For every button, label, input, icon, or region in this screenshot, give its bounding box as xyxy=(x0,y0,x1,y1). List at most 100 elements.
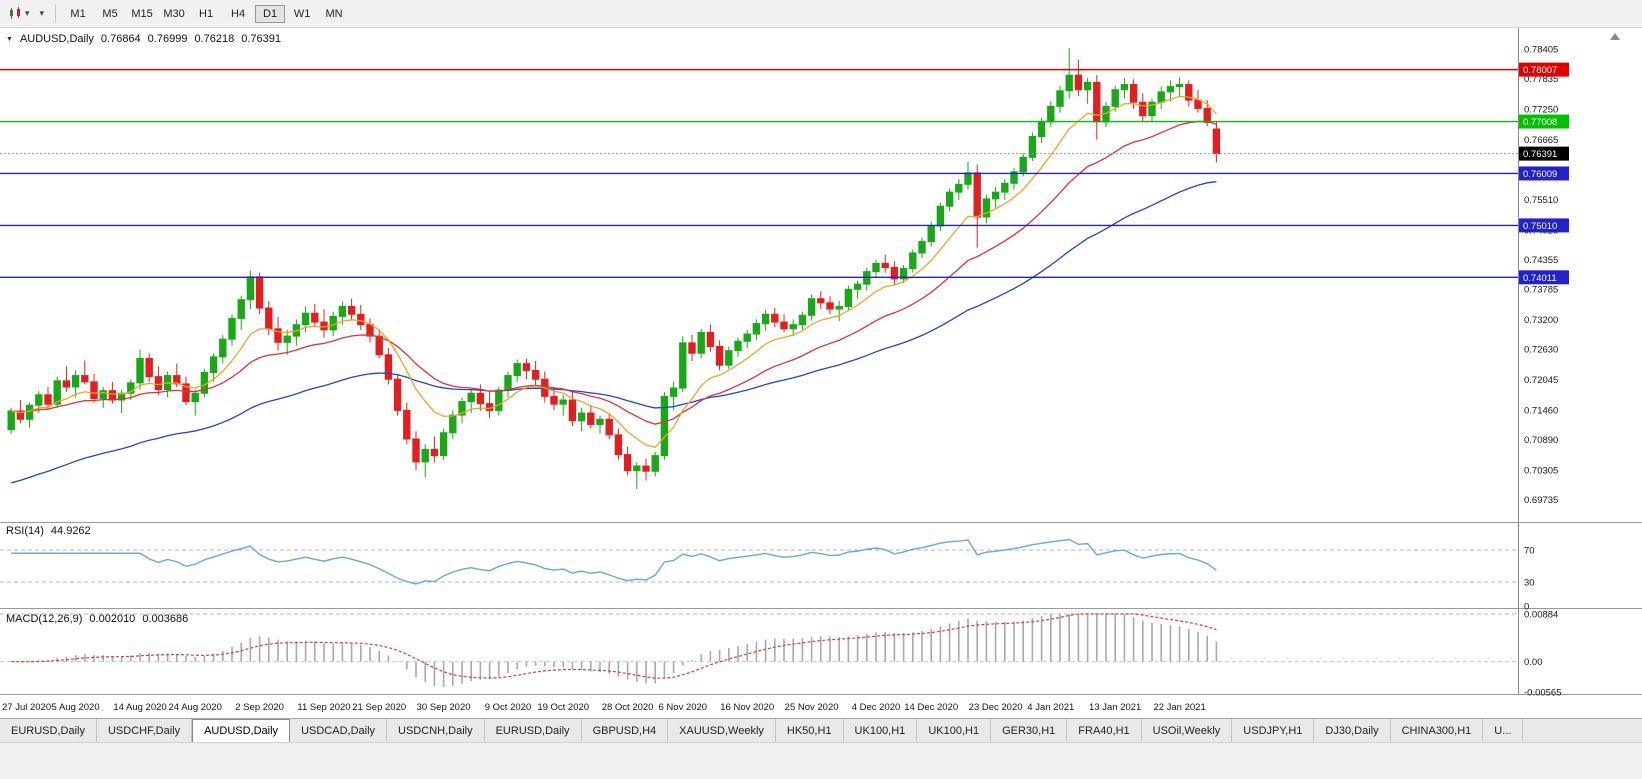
bottom-tab[interactable]: GBPUSD,H4 xyxy=(581,719,669,742)
bottom-tab[interactable]: EURUSD,Daily xyxy=(484,719,582,742)
candle-body xyxy=(1166,86,1175,93)
bottom-tab[interactable]: XAUUSD,Weekly xyxy=(668,719,776,742)
caret-down-icon: ▾ xyxy=(39,8,45,18)
ma-mid-line[interactable] xyxy=(11,120,1217,425)
chart-options-button[interactable]: ▾ xyxy=(36,6,49,21)
bottom-tab[interactable]: GER30,H1 xyxy=(991,719,1068,742)
chart-tabbar: EURUSD,Daily USDCHF,Daily AUDUSD,Daily U… xyxy=(0,718,1642,742)
candle-body xyxy=(1129,84,1138,103)
candle-body xyxy=(1065,74,1073,92)
bottom-tab[interactable]: USDCNH,Daily xyxy=(387,719,485,742)
candle-body xyxy=(108,390,117,401)
timeframe-button-m15[interactable]: M15 xyxy=(127,5,157,23)
date-label: 25 Nov 2020 xyxy=(785,702,839,713)
timeframe-button-d1[interactable]: D1 xyxy=(255,4,286,23)
candle-body xyxy=(403,409,411,440)
candle-body xyxy=(237,299,245,319)
candle-body xyxy=(577,412,586,422)
rsi-indicator-name: RSI(14) xyxy=(6,525,44,537)
price-tick-label: 0.74355 xyxy=(1524,255,1558,266)
bottom-tab[interactable]: USDCAD,Daily xyxy=(290,719,388,742)
bottom-tab[interactable]: USDJPY,H1 xyxy=(1232,719,1315,742)
candle-body xyxy=(955,183,963,193)
timeframe-button-h4[interactable]: H4 xyxy=(223,5,253,23)
timeframe-button-w1[interactable]: W1 xyxy=(287,5,317,23)
candle-body xyxy=(1083,81,1092,91)
candle-body xyxy=(587,412,595,425)
candle-body xyxy=(973,172,981,218)
macd-indicator-value: 0.002010 xyxy=(89,613,136,625)
candle-body xyxy=(16,410,25,420)
price-tick-label: 0.72630 xyxy=(1524,345,1558,356)
chart-symbol: AUDUSD,Daily xyxy=(19,33,94,45)
timeframe-button-m1[interactable]: M1 xyxy=(63,5,93,23)
chart-marker-icon: ▼ xyxy=(6,35,13,43)
ma-slow-line[interactable] xyxy=(11,181,1217,484)
price-tick-label: 0.73785 xyxy=(1524,285,1558,296)
candle-body xyxy=(209,356,218,373)
price-badge xyxy=(1519,114,1569,129)
chart-canvas[interactable]: 0.784050.778350.772500.766650.760800.755… xyxy=(0,28,1642,718)
bottom-tab[interactable]: DJ30,Daily xyxy=(1314,719,1391,742)
candle-body xyxy=(1148,101,1156,117)
candle-body xyxy=(605,418,613,436)
date-label: 22 Jan 2021 xyxy=(1153,702,1205,713)
date-label: 6 Nov 2020 xyxy=(659,702,708,713)
candle-body xyxy=(853,283,862,290)
price-tick-label: 0.76665 xyxy=(1524,135,1558,146)
timeframe-button-m30[interactable]: M30 xyxy=(159,5,189,23)
candle-body xyxy=(301,312,310,326)
price-badge xyxy=(1519,270,1569,285)
chart-type-button[interactable]: ▾ xyxy=(4,4,34,23)
price-tick-label: 0.69735 xyxy=(1524,495,1558,506)
bottom-tab[interactable]: EURUSD,Daily xyxy=(0,719,97,742)
bottom-tab[interactable]: CHINA300,H1 xyxy=(1390,719,1484,742)
bottom-tab[interactable]: UK100,H1 xyxy=(917,719,992,742)
candle-body xyxy=(173,375,181,385)
candlestick-chart-icon xyxy=(10,7,20,19)
price-badge xyxy=(1519,146,1569,161)
price-badge-label: 0.74011 xyxy=(1523,273,1557,284)
timeframe-button-h1[interactable]: H1 xyxy=(191,5,221,23)
bottom-tab[interactable]: UK100,H1 xyxy=(843,719,918,742)
rsi-line[interactable] xyxy=(11,538,1217,585)
candle-body xyxy=(136,357,144,384)
candle-body xyxy=(366,324,374,337)
candle-body xyxy=(311,312,319,323)
bottom-tab[interactable]: FRA40,H1 xyxy=(1067,719,1142,742)
bottom-tab[interactable]: USDCHF,Daily xyxy=(96,719,193,742)
candle-body xyxy=(651,455,659,472)
date-label: 19 Oct 2020 xyxy=(537,702,589,713)
price-badge xyxy=(1519,166,1569,181)
candle-body xyxy=(347,305,356,315)
candle-body xyxy=(99,390,107,399)
date-label: 24 Aug 2020 xyxy=(169,702,222,713)
rsi-axis-label: 70 xyxy=(1524,546,1535,557)
bottom-tab-active[interactable]: AUDUSD,Daily xyxy=(192,719,291,742)
bottom-tab[interactable]: USOil,Weekly xyxy=(1141,719,1233,742)
date-label: 2 Sep 2020 xyxy=(235,702,284,713)
macd-signal-line[interactable] xyxy=(11,613,1217,679)
candle-body xyxy=(715,345,724,366)
candle-body xyxy=(44,394,52,405)
scroll-up-icon[interactable] xyxy=(1610,33,1620,40)
bottom-tab[interactable]: HK50,H1 xyxy=(775,719,844,742)
chart-area[interactable]: 0.784050.778350.772500.766650.760800.755… xyxy=(0,28,1642,718)
rsi-indicator-value: 44.9262 xyxy=(50,525,91,537)
date-label: 28 Oct 2020 xyxy=(602,702,654,713)
candle-body xyxy=(614,434,623,456)
candle-body xyxy=(817,298,825,304)
price-badge xyxy=(1519,218,1569,233)
timeframe-button-mn[interactable]: MN xyxy=(319,5,349,23)
timeframe-button-m5[interactable]: M5 xyxy=(95,5,125,23)
price-badge-label: 0.76391 xyxy=(1523,149,1557,160)
bottom-tab[interactable]: U... xyxy=(1483,719,1524,742)
ma-fast-line[interactable] xyxy=(11,95,1217,448)
candle-body xyxy=(890,266,899,280)
chart-title: ▼ AUDUSD,Daily 0.76864 0.76999 0.76218 0… xyxy=(6,33,281,45)
candle-body xyxy=(145,357,153,378)
candle-body xyxy=(476,392,485,405)
candle-body xyxy=(936,205,945,227)
price-tick-label: 0.77250 xyxy=(1524,104,1558,115)
macd-axis-label: 0.00 xyxy=(1524,657,1543,668)
